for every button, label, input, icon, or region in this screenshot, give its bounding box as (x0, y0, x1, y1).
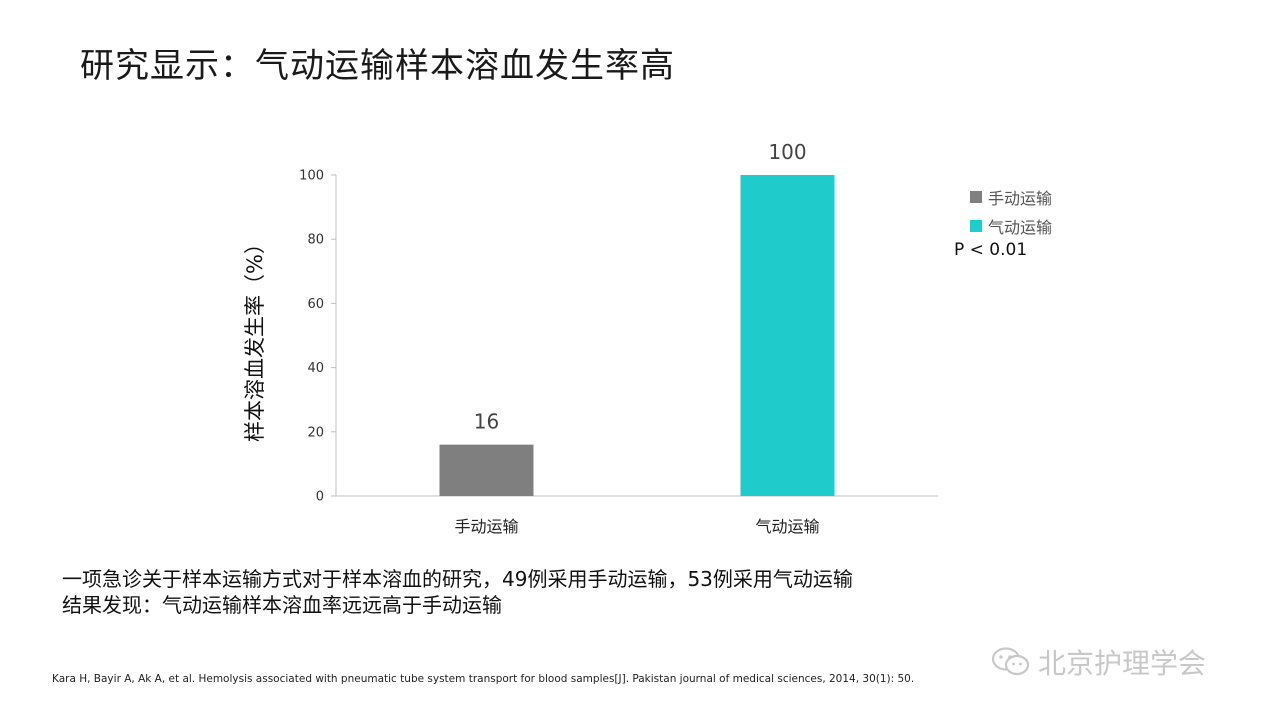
reference-citation: Kara H, Bayir A, Ak A, et al. Hemolysis … (52, 673, 915, 685)
bar-manual (439, 444, 534, 496)
legend-swatch-manual (970, 190, 982, 203)
y-axis-title: 样本溶血发生率（%） (243, 233, 267, 442)
watermark-text: 北京护理学会 (1038, 647, 1207, 680)
study-note-line-2: 结果发现：气动运输样本溶血率远远高于手动运输 (62, 593, 502, 617)
bar-pneumatic (740, 175, 835, 496)
page-title: 研究显示：气动运输样本溶血发生率高 (80, 46, 675, 86)
y-tick-label-20: 20 (307, 425, 324, 440)
chart-legend: 手动运输 气动运输 (970, 182, 1052, 240)
study-note-line-1: 一项急诊关于样本运输方式对于样本溶血的研究，49例采用手动运输，53例采用气动运… (62, 567, 853, 591)
y-tick-label-60: 60 (307, 297, 324, 312)
y-tick-label-40: 40 (307, 361, 324, 376)
legend-label-pneumatic: 气动运输 (988, 217, 1053, 237)
legend-label-manual: 手动运输 (988, 188, 1053, 208)
x-tick-label-pneumatic: 气动运输 (755, 517, 819, 536)
y-tick-label-100: 100 (299, 169, 324, 184)
legend-item-manual: 手动运输 (970, 182, 1052, 211)
wechat-icon (991, 647, 1030, 676)
legend-swatch-pneumatic (970, 219, 982, 232)
p-value-annotation: P < 0.01 (954, 240, 1028, 260)
y-tick-label-0: 0 (316, 490, 324, 505)
data-label-pneumatic: 100 (768, 140, 806, 164)
watermark: 北京护理学会 (990, 642, 1206, 682)
y-tick-label-80: 80 (307, 233, 324, 248)
legend-item-pneumatic: 气动运输 (970, 211, 1052, 240)
data-label-manual: 16 (474, 410, 499, 434)
x-tick-label-manual: 手动运输 (454, 517, 518, 536)
study-note: 一项急诊关于样本运输方式对于样本溶血的研究，49例采用手动运输，53例采用气动运… (62, 566, 853, 618)
